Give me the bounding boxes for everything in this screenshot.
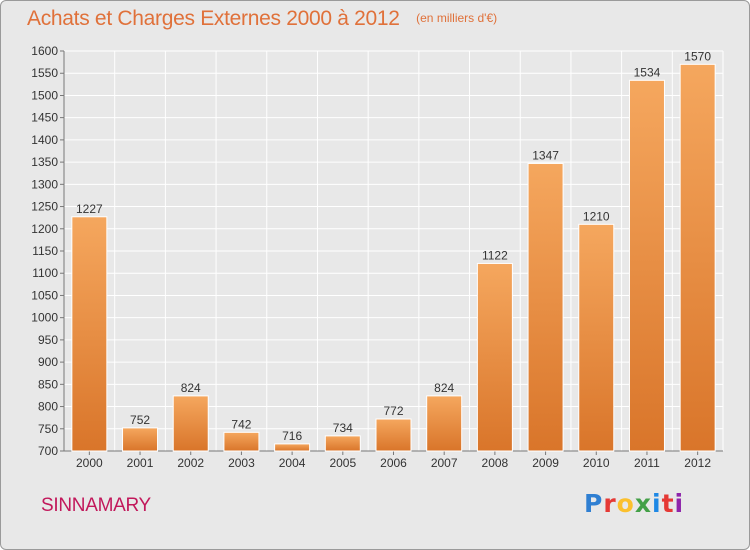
x-tick-label-2011: 2011 (634, 456, 660, 470)
x-tick-label-2010: 2010 (583, 456, 610, 470)
x-tick-label-2012: 2012 (684, 456, 711, 470)
y-tick-label: 1100 (32, 266, 58, 280)
data-label-2003: 742 (231, 417, 251, 431)
data-label-2007: 824 (434, 381, 454, 395)
chart-unit: (en milliers d'€) (416, 11, 498, 25)
data-label-2004: 716 (282, 429, 302, 443)
bar-2002 (172, 395, 209, 452)
x-tick-label-2009: 2009 (532, 456, 559, 470)
bar-2005 (324, 435, 361, 452)
x-tick-label-2000: 2000 (76, 456, 103, 470)
city-name: SINNAMARY (41, 495, 151, 516)
data-label-2005: 734 (333, 421, 353, 435)
x-tick-label-2008: 2008 (482, 456, 509, 470)
bar-2007 (426, 395, 463, 452)
bar-2004 (274, 443, 311, 452)
bar-2010 (578, 223, 615, 452)
y-tick-label: 1550 (31, 66, 58, 80)
y-tick-label: 1500 (31, 88, 58, 102)
data-labels: 1227 752 824 742 716 734 772 824 1122 1347 1210 153… (76, 49, 711, 443)
y-tick-label: 700 (38, 444, 58, 458)
y-tick-label: 1250 (31, 200, 58, 214)
chart-header: Achats et Charges Externes 2000 à 2012 (… (27, 7, 497, 31)
y-tick-label: 750 (38, 422, 58, 436)
x-tick-label-2002: 2002 (177, 456, 204, 470)
data-label-2011: 1534 (634, 65, 661, 79)
x-tick-label-2003: 2003 (228, 456, 255, 470)
y-tick-label: 800 (38, 400, 58, 414)
bar-2009 (527, 162, 564, 452)
data-label-2000: 1227 (76, 202, 103, 216)
bar-2003 (223, 431, 260, 452)
y-tick-label: 1200 (31, 222, 58, 236)
data-label-2010: 1210 (583, 209, 610, 223)
y-tick-label: 1000 (31, 311, 58, 325)
y-tick-label: 850 (38, 377, 58, 391)
bar-2006 (375, 418, 412, 452)
y-tick-label: 1050 (31, 288, 58, 302)
y-tick-label: 1400 (31, 133, 58, 147)
data-label-2002: 824 (181, 381, 201, 395)
bar-2011 (628, 79, 665, 452)
data-label-2006: 772 (383, 404, 403, 418)
x-tick-label-2007: 2007 (431, 456, 458, 470)
y-tick-label: 1300 (31, 177, 58, 191)
y-tick-label: 950 (38, 333, 58, 347)
y-tick-label: 1150 (32, 244, 58, 258)
y-tick-label: 1600 (31, 44, 58, 58)
x-tick-label-2001: 2001 (127, 456, 154, 470)
data-label-2008: 1122 (482, 248, 508, 262)
bar-2012 (679, 63, 716, 452)
x-tick-label-2004: 2004 (279, 456, 306, 470)
x-tick-label-2005: 2005 (329, 456, 356, 470)
proxiti-logo[interactable]: Proxiti (584, 489, 685, 518)
x-tick-label-2006: 2006 (380, 456, 407, 470)
y-tick-label: 1350 (31, 155, 58, 169)
y-tick-label: 900 (38, 355, 58, 369)
data-label-2012: 1570 (684, 49, 711, 63)
bar-2000 (71, 216, 108, 452)
bar-2008 (476, 262, 513, 452)
bars (71, 63, 716, 452)
chart-title: Achats et Charges Externes 2000 à 2012 (27, 7, 400, 30)
bar-2001 (122, 427, 159, 452)
data-label-2009: 1347 (532, 148, 559, 162)
grid-lines (63, 50, 724, 452)
y-tick-label: 1450 (31, 111, 58, 125)
data-label-2001: 752 (130, 413, 150, 427)
